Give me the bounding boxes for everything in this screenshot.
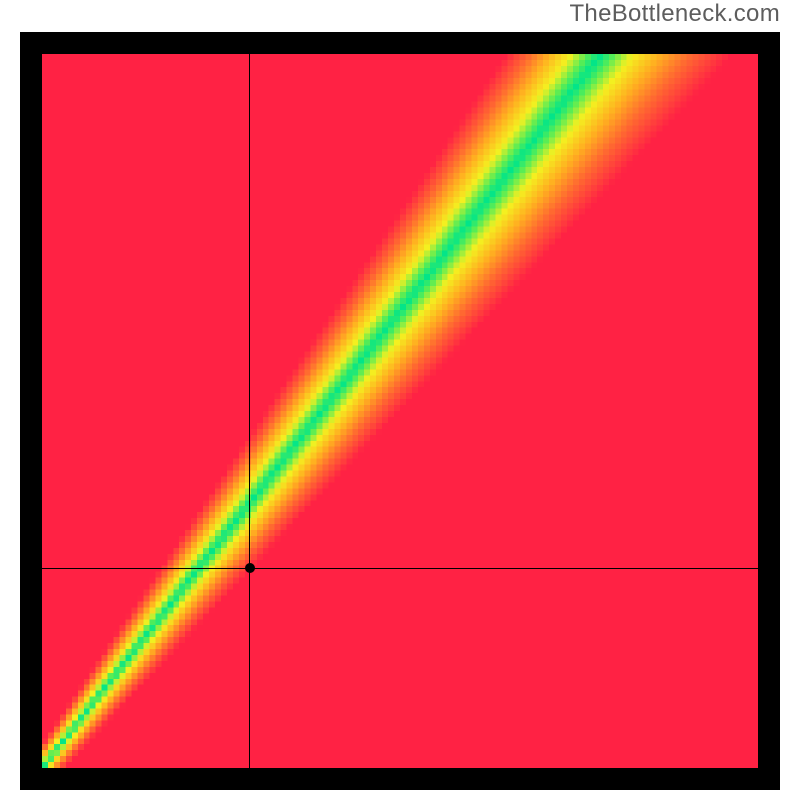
- crosshair-marker: [245, 563, 255, 573]
- attribution-text: TheBottleneck.com: [569, 0, 780, 28]
- root: { "attribution": { "text": "TheBottlenec…: [0, 0, 800, 800]
- crosshair-horizontal: [42, 568, 758, 569]
- crosshair-vertical: [249, 54, 250, 768]
- heatmap-canvas: [42, 54, 758, 768]
